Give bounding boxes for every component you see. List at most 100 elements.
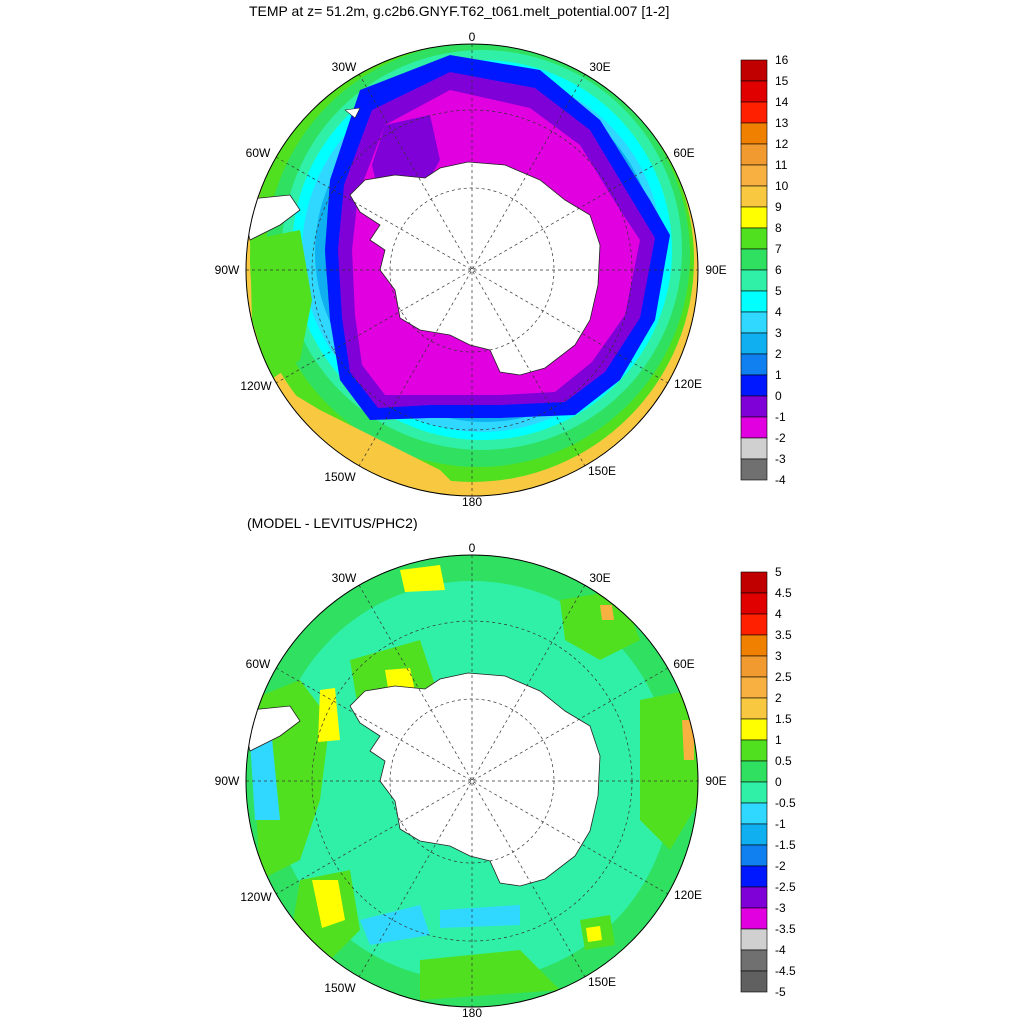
colorbar-label: 7 [775, 242, 782, 256]
colorbar-swatch [740, 290, 768, 313]
panel2-colorbar: 5 4.5 4 3.5 3 2.5 2 1.5 1 0.5 0 -0.5 -1 -1.5 -2 -2.5 -3 -… [740, 565, 796, 999]
lon-label: 180 [462, 1006, 482, 1020]
colorbar-label: 11 [775, 158, 788, 172]
colorbar-swatch [740, 374, 768, 397]
lon-label: 150E [588, 464, 616, 478]
colorbar-swatch [740, 907, 768, 930]
colorbar-label: 2 [775, 691, 782, 705]
colorbar-swatch [740, 844, 768, 867]
colorbar-label: -4 [775, 943, 786, 957]
colorbar-label: -3 [775, 901, 786, 915]
colorbar-label: -3.5 [775, 922, 796, 936]
colorbar-label: -3 [775, 452, 786, 466]
colorbar-label: 3 [775, 326, 782, 340]
lon-label: 30W [332, 60, 357, 74]
colorbar-swatch [740, 185, 768, 208]
lon-label: 90W [215, 774, 240, 788]
colorbar-label: -0.5 [775, 796, 796, 810]
panel1-boundary [245, 43, 699, 497]
lon-label: 90E [705, 263, 726, 277]
colorbar-label: 8 [775, 221, 782, 235]
colorbar-swatch [740, 655, 768, 678]
colorbar-label: 2.5 [775, 670, 792, 684]
colorbar-label: 9 [775, 200, 782, 214]
colorbar-label: 14 [775, 95, 789, 109]
colorbar-label: 5 [775, 565, 782, 579]
panel1-map [246, 44, 698, 496]
colorbar-swatch [740, 353, 768, 376]
lon-label: 30E [589, 60, 610, 74]
panel2-map [246, 555, 698, 1007]
colorbar-swatch [740, 886, 768, 909]
colorbar-swatch [740, 269, 768, 292]
colorbar-swatch [740, 592, 768, 615]
colorbar-label: 0 [775, 389, 782, 403]
lon-label: 90E [705, 774, 726, 788]
panel1-lon-labels: 0 30E 60E 90E 120E 150E 180 150W 120W 90W 60W 30W [215, 30, 727, 509]
colorbar-swatch [740, 571, 768, 594]
colorbar-swatch [740, 164, 768, 187]
colorbar-label: -1 [775, 410, 786, 424]
colorbar-swatch [740, 802, 768, 825]
colorbar-label: -1 [775, 817, 786, 831]
colorbar-swatch [740, 206, 768, 229]
colorbar-label: -1.5 [775, 838, 796, 852]
colorbar-label: 4 [775, 607, 782, 621]
lon-label: 90W [215, 263, 240, 277]
lon-label: 120W [240, 379, 272, 393]
colorbar-swatch [740, 122, 768, 145]
colorbar-swatch [740, 676, 768, 699]
colorbar-label: 4 [775, 305, 782, 319]
colorbar-label: 13 [775, 116, 789, 130]
panel2-title: (MODEL - LEVITUS/PHC2) [247, 515, 418, 531]
colorbar-swatch [740, 823, 768, 846]
lon-label: 60E [673, 657, 694, 671]
lon-label: 150W [324, 470, 356, 484]
lon-label: 0 [469, 541, 476, 555]
colorbar-label: -4 [775, 473, 786, 487]
colorbar-swatch [740, 437, 768, 460]
colorbar-swatch [740, 80, 768, 103]
colorbar-label: 0 [775, 775, 782, 789]
colorbar-swatch [740, 311, 768, 334]
colorbar-label: -2.5 [775, 880, 796, 894]
lon-label: 150W [324, 981, 356, 995]
lon-label: 30E [589, 571, 610, 585]
lon-label: 60W [246, 657, 271, 671]
colorbar-swatch [740, 59, 768, 82]
panel1-title: TEMP at z= 51.2m, g.c2b6.GNYF.T62_t061.m… [249, 3, 670, 19]
colorbar-swatch [740, 395, 768, 418]
colorbar-label: 16 [775, 53, 789, 67]
colorbar-label: 1.5 [775, 712, 792, 726]
colorbar-label: -5 [775, 985, 786, 999]
panel2-boundary [245, 554, 699, 1008]
colorbar-label: 1 [775, 733, 782, 747]
colorbar-swatch [740, 227, 768, 250]
lon-label: 120W [240, 890, 272, 904]
lon-label: 0 [469, 30, 476, 44]
colorbar-swatch [740, 970, 768, 993]
lon-label: 30W [332, 571, 357, 585]
colorbar-swatch [740, 634, 768, 657]
colorbar-label: 12 [775, 137, 789, 151]
colorbar-label: 0.5 [775, 754, 792, 768]
colorbar-label: 5 [775, 284, 782, 298]
colorbar-label: 2 [775, 347, 782, 361]
colorbar-label: -4.5 [775, 964, 796, 978]
colorbar-swatch [740, 248, 768, 271]
colorbar-label: -2 [775, 859, 786, 873]
colorbar-swatch [740, 458, 768, 481]
colorbar-label: -2 [775, 431, 786, 445]
colorbar-swatch [740, 781, 768, 804]
lon-label: 120E [674, 377, 702, 391]
lon-label: 120E [674, 888, 702, 902]
colorbar-label: 6 [775, 263, 782, 277]
colorbar-label: 3.5 [775, 628, 792, 642]
colorbar-swatch [740, 718, 768, 741]
lon-label: 180 [462, 495, 482, 509]
colorbar-label: 3 [775, 649, 782, 663]
colorbar-swatch [740, 949, 768, 972]
colorbar-swatch [740, 697, 768, 720]
